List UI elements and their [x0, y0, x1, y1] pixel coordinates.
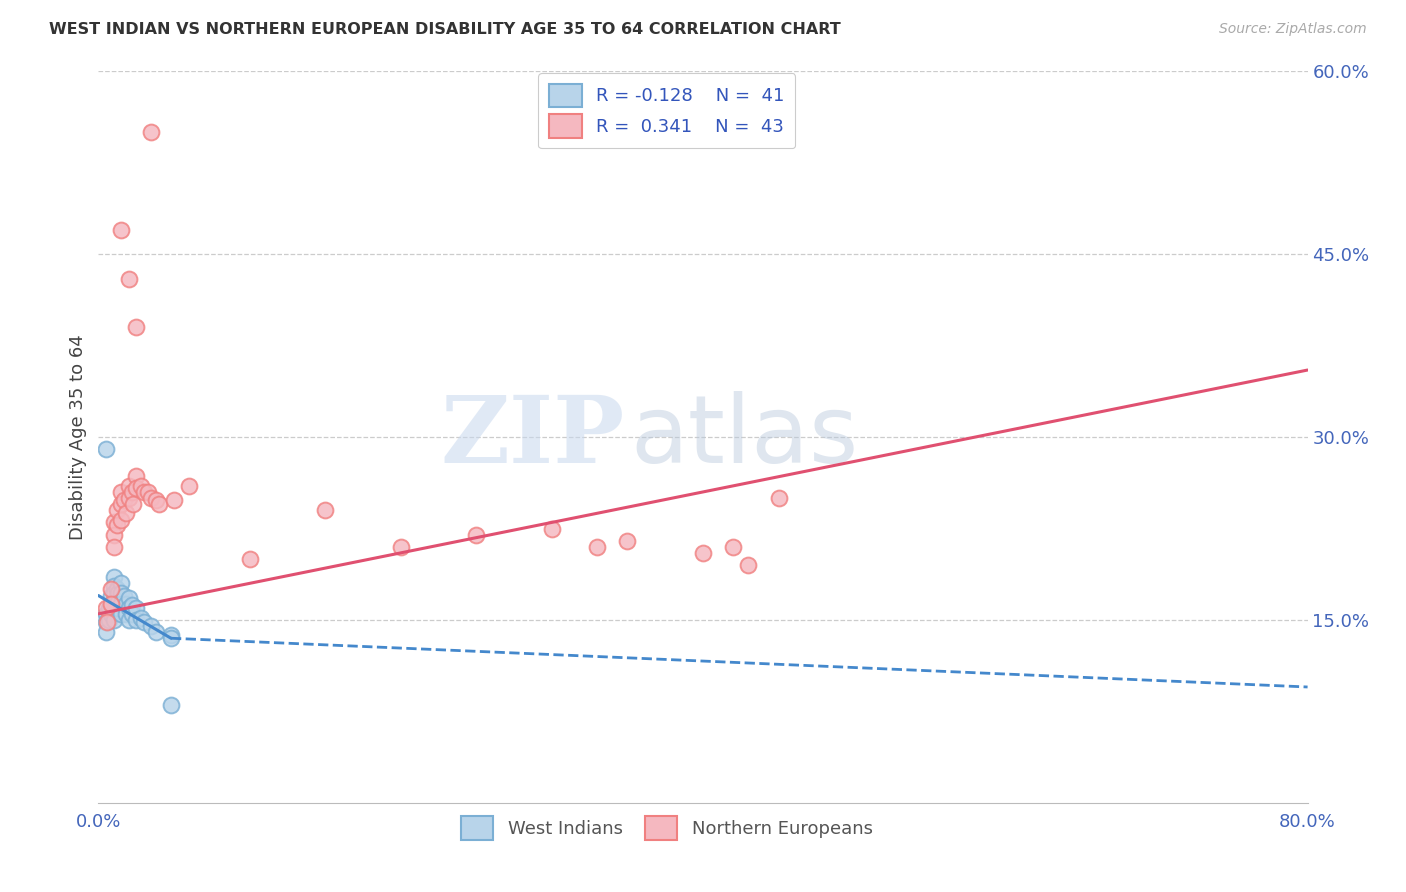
Text: ZIP: ZIP: [440, 392, 624, 482]
Point: [389, 540, 412, 554]
Point: [118, 613, 141, 627]
Point: [110, 497, 132, 511]
Point: [723, 540, 745, 554]
Point: [100, 597, 122, 611]
Text: WEST INDIAN VS NORTHERN EUROPEAN DISABILITY AGE 35 TO 64 CORRELATION CHART: WEST INDIAN VS NORTHERN EUROPEAN DISABIL…: [49, 22, 841, 37]
Y-axis label: Disability Age 35 to 64: Disability Age 35 to 64: [69, 334, 87, 540]
Point: [96, 615, 118, 630]
Point: [145, 625, 167, 640]
Point: [692, 546, 714, 560]
Point: [129, 610, 152, 624]
Point: [98, 613, 121, 627]
Point: [110, 223, 132, 237]
Point: [314, 503, 336, 517]
Point: [110, 513, 132, 527]
Point: [114, 597, 136, 611]
Point: [105, 503, 128, 517]
Point: [110, 576, 132, 591]
Point: [100, 599, 122, 613]
Point: [94, 600, 117, 615]
Point: [103, 586, 125, 600]
Point: [179, 479, 201, 493]
Point: [586, 540, 609, 554]
Point: [737, 558, 759, 573]
Point: [141, 619, 163, 633]
Point: [103, 613, 125, 627]
Point: [118, 491, 141, 505]
Point: [160, 627, 183, 641]
Point: [112, 589, 135, 603]
Point: [105, 600, 128, 615]
Point: [145, 493, 167, 508]
Point: [107, 586, 129, 600]
Point: [94, 607, 117, 621]
Point: [125, 613, 148, 627]
Point: [98, 600, 121, 615]
Point: [103, 579, 125, 593]
Point: [160, 632, 183, 646]
Point: [118, 479, 141, 493]
Point: [110, 485, 132, 500]
Point: [103, 527, 125, 541]
Point: [125, 320, 148, 334]
Point: [122, 497, 145, 511]
Point: [125, 481, 148, 495]
Point: [110, 586, 132, 600]
Point: [616, 533, 638, 548]
Point: [103, 570, 125, 584]
Point: [100, 589, 122, 603]
Point: [103, 603, 125, 617]
Point: [148, 497, 170, 511]
Point: [100, 582, 122, 597]
Point: [121, 599, 143, 613]
Text: Source: ZipAtlas.com: Source: ZipAtlas.com: [1219, 22, 1367, 37]
Point: [110, 597, 132, 611]
Point: [141, 125, 163, 139]
Point: [121, 485, 143, 500]
Point: [103, 594, 125, 608]
Point: [112, 493, 135, 508]
Point: [239, 552, 262, 566]
Point: [100, 607, 122, 621]
Point: [114, 506, 136, 520]
Point: [114, 607, 136, 621]
Point: [103, 516, 125, 530]
Point: [118, 271, 141, 285]
Point: [118, 600, 141, 615]
Point: [110, 607, 132, 621]
Point: [121, 607, 143, 621]
Point: [94, 625, 117, 640]
Point: [105, 591, 128, 605]
Point: [103, 540, 125, 554]
Point: [141, 491, 163, 505]
Point: [107, 594, 129, 608]
Point: [105, 582, 128, 597]
Point: [465, 527, 488, 541]
Point: [160, 698, 183, 713]
Text: atlas: atlas: [630, 391, 859, 483]
Point: [118, 591, 141, 605]
Point: [163, 493, 186, 508]
Point: [540, 521, 562, 535]
Point: [105, 517, 128, 532]
Point: [94, 442, 117, 457]
Point: [768, 491, 790, 505]
Legend: West Indians, Northern Europeans: West Indians, Northern Europeans: [451, 807, 882, 848]
Point: [94, 615, 117, 630]
Point: [129, 479, 152, 493]
Point: [136, 485, 159, 500]
Point: [132, 615, 155, 630]
Point: [132, 485, 155, 500]
Point: [125, 469, 148, 483]
Point: [125, 600, 148, 615]
